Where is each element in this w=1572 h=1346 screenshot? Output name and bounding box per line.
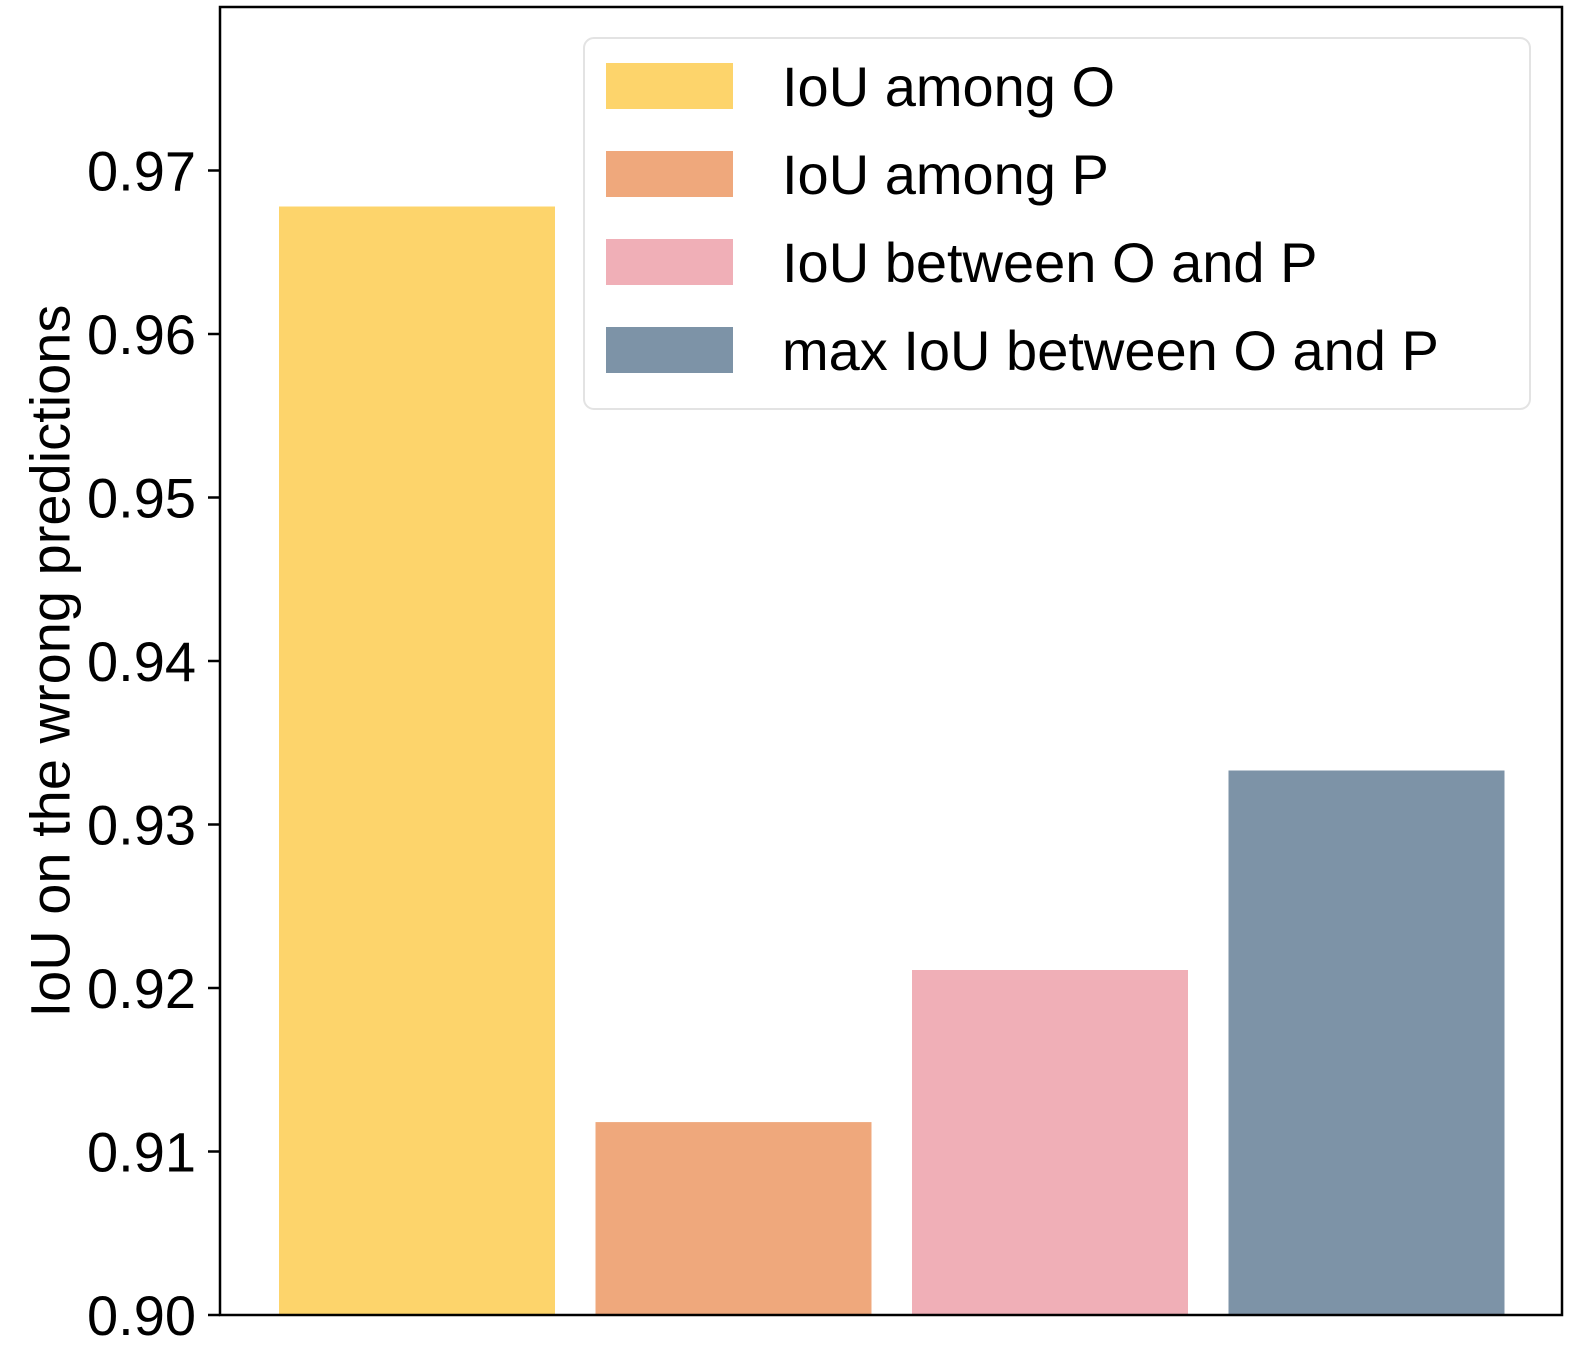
y-tick-label: 0.91 (87, 1121, 196, 1184)
bars (279, 206, 1505, 1315)
y-tick-label: 0.92 (87, 957, 196, 1020)
legend: IoU among O IoU among P IoU between O and … (583, 37, 1531, 410)
legend-frame (583, 37, 1531, 410)
legend-swatch-3 (606, 239, 733, 285)
y-tick-label: 0.93 (87, 794, 196, 857)
y-tick-label: 0.96 (87, 303, 196, 366)
legend-label-4: max IoU between O and P (782, 319, 1439, 382)
legend-swatch-1 (606, 63, 733, 109)
y-tick-label: 0.97 (87, 140, 196, 203)
legend-label-2: IoU among P (782, 143, 1109, 206)
y-tick-label: 0.94 (87, 630, 196, 693)
legend-label-1: IoU among O (782, 55, 1115, 118)
bar-2 (595, 1122, 872, 1315)
y-axis: 0.90 0.91 0.92 0.93 0.94 0.95 0.96 0.97 (87, 140, 220, 1346)
bar-4 (1228, 770, 1505, 1315)
legend-swatch-2 (606, 151, 733, 197)
bar-1 (279, 206, 555, 1315)
legend-entries: IoU among O IoU among P IoU between O and … (606, 55, 1439, 382)
y-tick-label: 0.90 (87, 1284, 196, 1346)
legend-swatch-4 (606, 327, 733, 373)
y-axis-title: IoU on the wrong predictions (19, 305, 82, 1018)
plot-frame (218, 5, 1564, 1317)
y-tick-label: 0.95 (87, 467, 196, 530)
legend-label-3: IoU between O and P (782, 231, 1317, 294)
bar-3 (912, 970, 1188, 1315)
